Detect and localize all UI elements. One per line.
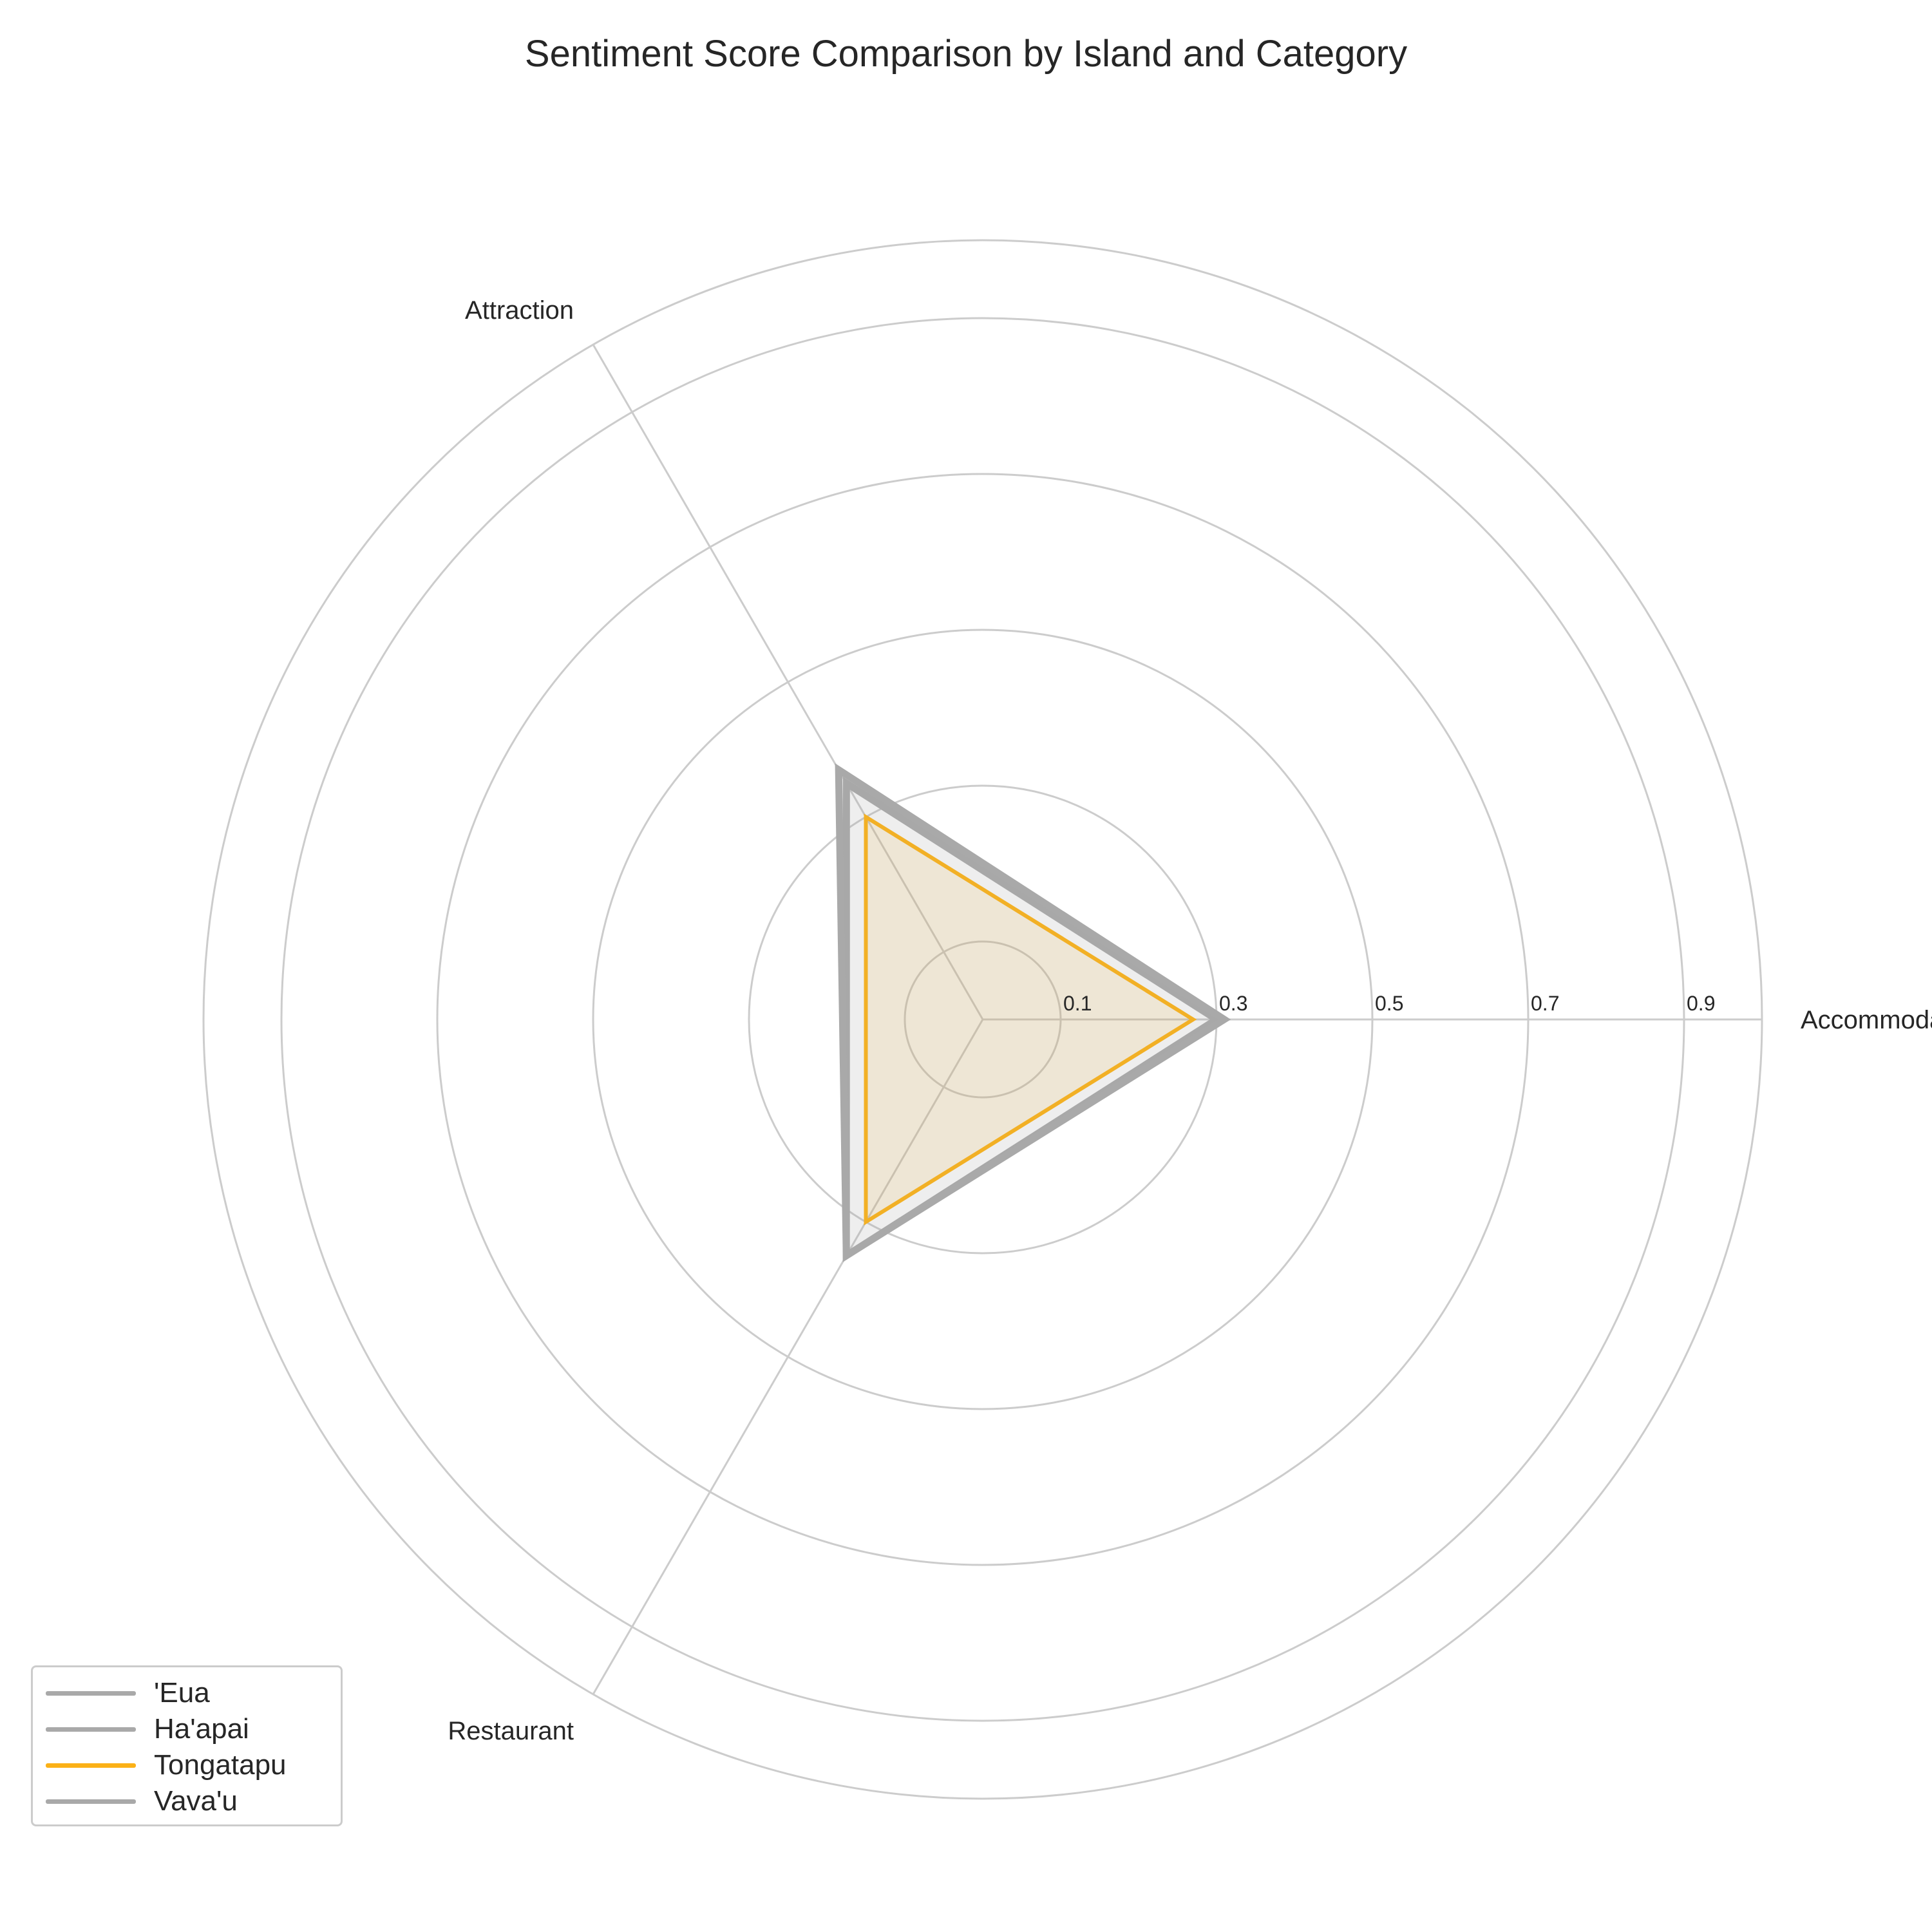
chart-title: Sentiment Score Comparison by Island and…: [524, 33, 1408, 75]
category-label-attraction: Attraction: [465, 296, 574, 325]
r-tick-label: 0.7: [1531, 992, 1559, 1015]
legend-item: Vava'u: [46, 1783, 238, 1819]
legend-label: Vava'u: [154, 1785, 238, 1817]
r-tick-label: 0.9: [1687, 992, 1715, 1015]
series-layer: [835, 763, 1231, 1262]
legend: 'Eua Ha'apai Tongatapu Vava'u: [31, 1665, 343, 1826]
series-fill-vavau: [838, 770, 1225, 1256]
legend-item: Tongatapu: [46, 1747, 287, 1783]
series-line-vavau: [835, 763, 1231, 1262]
legend-swatch: [46, 1690, 136, 1696]
legend-swatch: [46, 1799, 136, 1804]
legend-item: 'Eua: [46, 1675, 210, 1711]
legend-swatch: [46, 1727, 136, 1732]
r-tick-label: 0.1: [1063, 992, 1092, 1015]
legend-item: Ha'apai: [46, 1711, 249, 1747]
r-tick-label: 0.3: [1219, 992, 1247, 1015]
series-line-tongatapu: [864, 813, 1197, 1226]
r-tick-label: 0.5: [1375, 992, 1403, 1015]
series-fill-haapai: [846, 783, 1217, 1256]
category-label-accommodation: Accommodation: [1801, 1006, 1932, 1034]
legend-label: Tongatapu: [154, 1749, 287, 1781]
label-layer: 0.1 0.3 0.5 0.7 0.9 Accommodation Attraction Re…: [448, 296, 1932, 1745]
legend-swatch: [46, 1763, 136, 1768]
legend-label: Ha'apai: [154, 1713, 249, 1745]
spoke-restaurant: [592, 1019, 984, 1695]
category-label-restaurant: Restaurant: [448, 1717, 574, 1745]
grid-layer: [202, 239, 1763, 1800]
series-fill-tongatapu: [866, 817, 1193, 1222]
spoke-attraction: [592, 344, 984, 1020]
legend-label: 'Eua: [154, 1677, 210, 1709]
